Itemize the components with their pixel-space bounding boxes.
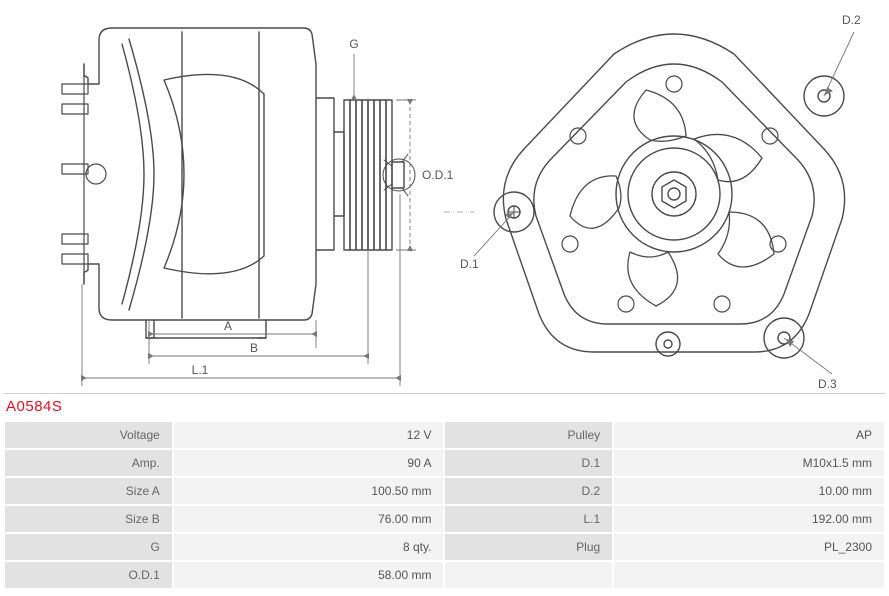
dim-l1-label: L.1: [192, 363, 209, 377]
technical-drawing: A B L.1 G O.D.1: [4, 4, 885, 394]
dim-od1-label: O.D.1: [422, 168, 454, 182]
spec-label: Amp.: [4, 449, 173, 477]
spec-value: 192.00 mm: [613, 505, 885, 533]
spec-value: AP: [613, 421, 885, 449]
spec-value: 90 A: [173, 449, 445, 477]
spec-label: D.2: [444, 477, 613, 505]
spec-value: PL_2300: [613, 533, 885, 561]
part-number: A0584S: [6, 398, 885, 415]
callout-d2: D.2: [842, 13, 861, 27]
spec-label: Voltage: [4, 421, 173, 449]
dim-b-label: B: [250, 341, 258, 355]
spec-value: 12 V: [173, 421, 445, 449]
spec-label: Size A: [4, 477, 173, 505]
dim-g-label: G: [349, 37, 358, 51]
spec-label: Pulley: [444, 421, 613, 449]
spec-value: M10x1.5 mm: [613, 449, 885, 477]
dim-a-label: A: [224, 319, 232, 333]
spec-value: 76.00 mm: [173, 505, 445, 533]
spec-label: L.1: [444, 505, 613, 533]
spec-label: D.1: [444, 449, 613, 477]
spec-value: 8 qty.: [173, 533, 445, 561]
spec-table: Voltage12 VPulleyAP Amp.90 AD.1M10x1.5 mm…: [4, 421, 885, 589]
spec-label: O.D.1: [4, 561, 173, 589]
drawing-svg: A B L.1 G O.D.1: [4, 4, 889, 394]
spec-value: 58.00 mm: [173, 561, 445, 589]
spec-label: G: [4, 533, 173, 561]
callout-d3: D.3: [818, 377, 837, 391]
spec-value: 100.50 mm: [173, 477, 445, 505]
spec-value: 10.00 mm: [613, 477, 885, 505]
callout-d1: D.1: [460, 257, 479, 271]
spec-label: Size B: [4, 505, 173, 533]
spec-label: Plug: [444, 533, 613, 561]
